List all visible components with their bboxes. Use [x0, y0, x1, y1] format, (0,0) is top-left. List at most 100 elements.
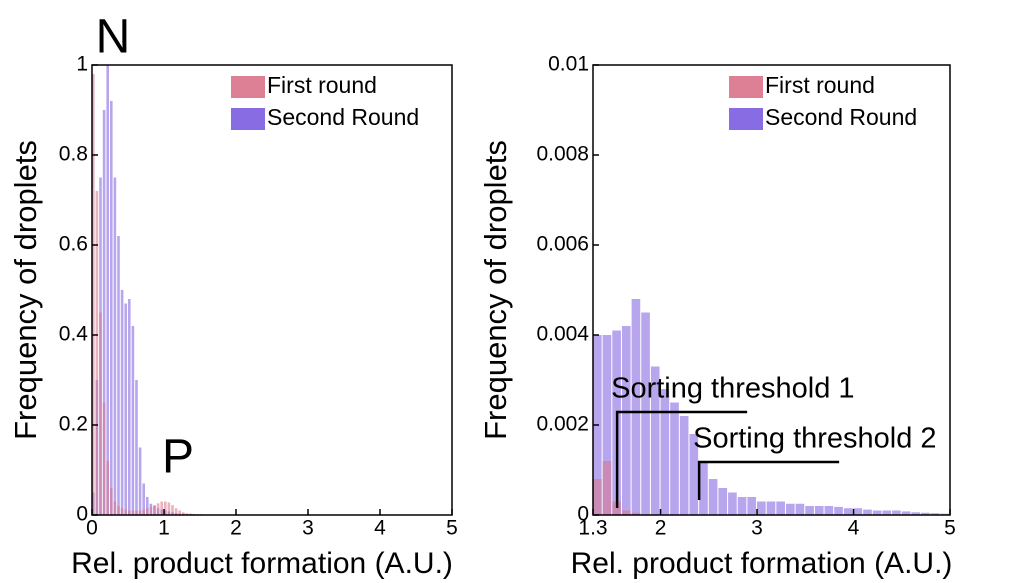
histogram-bar [631, 512, 641, 515]
histogram-bar [149, 506, 153, 515]
threshold-marker [615, 410, 748, 508]
histogram-bar [138, 510, 142, 515]
y-tick-label: 0.2 [59, 413, 88, 436]
histogram-bar [131, 510, 135, 515]
histogram-bar [135, 380, 138, 515]
threshold-label: Sorting threshold 1 [611, 373, 854, 405]
y-tick-label: 0.002 [536, 413, 589, 436]
legend-swatch [729, 76, 763, 98]
histogram-bar [102, 402, 106, 515]
histogram-bar [124, 303, 127, 515]
histogram-bar [113, 177, 117, 515]
histogram-bar [106, 461, 109, 515]
histogram-bar [747, 497, 757, 515]
histogram-bar [164, 501, 167, 515]
histogram-bar [621, 510, 631, 515]
histogram-bar [167, 502, 171, 515]
histogram-bar [602, 335, 612, 515]
histogram-bar [602, 461, 612, 515]
histogram-bar [631, 299, 641, 515]
histogram-bar [106, 65, 109, 515]
histogram-bar [814, 506, 824, 515]
histogram-bar [785, 503, 795, 515]
histogram-bar [621, 326, 631, 515]
histogram-bar [153, 505, 156, 515]
x-tick-label: 1.3 [578, 517, 607, 540]
x-axis-label: Rel. product formation (A.U.) [71, 547, 453, 580]
y-tick-label: 0 [76, 503, 88, 526]
y-tick-label: 0.004 [536, 323, 589, 346]
histogram-bar [124, 509, 127, 515]
x-axis-label: Rel. product formation (A.U.) [571, 547, 953, 580]
x-tick-label: 2 [655, 517, 667, 540]
histogram-bar [142, 483, 145, 515]
x-tick-label: 5 [446, 517, 458, 540]
histogram-bar [660, 389, 670, 515]
histogram-bar [766, 501, 776, 515]
histogram-bar [718, 488, 728, 515]
histogram-bar [99, 312, 102, 515]
histogram-bar [843, 508, 853, 515]
legend-label: Second Round [765, 104, 917, 130]
legend-label: Second Round [267, 104, 419, 130]
histogram-bar [138, 447, 142, 515]
y-tick-label: 0.01 [548, 53, 589, 76]
histogram-bar [776, 501, 785, 515]
histogram-bar [795, 503, 805, 515]
histogram-bar [128, 299, 131, 515]
histogram-bar [699, 461, 708, 515]
histogram-bar [834, 506, 843, 515]
histogram-bar [110, 101, 113, 515]
histogram-bar [95, 191, 99, 515]
histogram-bar [128, 510, 131, 515]
histogram-bar [131, 326, 135, 515]
histogram-bar [160, 501, 163, 515]
histogram-bar [737, 497, 747, 515]
plot-frame [592, 64, 951, 516]
histogram-bar [117, 236, 120, 515]
histogram-bar [156, 503, 160, 515]
histogram-bar [911, 512, 921, 515]
histogram-bar [689, 434, 699, 515]
y-tick-label: 0.008 [536, 143, 589, 166]
histogram-bar [892, 510, 901, 515]
histogram-bar [593, 479, 602, 515]
histogram-bar [146, 497, 149, 515]
histogram-bar [641, 312, 650, 515]
x-tick-label: 2 [230, 517, 242, 540]
annotation: N [96, 11, 131, 64]
histogram-bar [102, 110, 106, 515]
histogram-bar [185, 513, 189, 515]
histogram-bar [110, 488, 113, 515]
histogram-bar [863, 509, 872, 515]
y-tick-label: 0.6 [59, 233, 88, 256]
histogram-bar [612, 501, 621, 515]
legend-label: First round [765, 72, 875, 98]
histogram-bar [120, 508, 124, 515]
y-tick-label: 0.4 [59, 323, 89, 346]
annotation: P [162, 431, 194, 484]
histogram-bar [117, 506, 120, 515]
histogram-bar [679, 416, 689, 515]
histogram-bar [113, 501, 117, 515]
histogram-bar [146, 508, 149, 515]
histogram-bar [92, 74, 95, 515]
histogram-bar [853, 508, 863, 515]
legend-label: First round [267, 72, 377, 98]
histogram-bar [882, 510, 892, 515]
histogram-bar [872, 510, 882, 515]
histogram-bar [728, 492, 737, 515]
histogram-bar [650, 366, 660, 515]
histogram-bar [708, 479, 718, 515]
x-tick-label: 3 [751, 517, 763, 540]
y-axis-label: Frequency of droplets [478, 140, 513, 440]
histogram-bar [901, 511, 911, 515]
histogram-bar [135, 510, 138, 515]
histogram-bar [805, 506, 814, 515]
y-tick-label: 0.8 [59, 143, 88, 166]
histogram-bar [174, 508, 178, 515]
x-tick-label: 5 [944, 517, 956, 540]
histogram-bar [930, 513, 940, 515]
histogram-bar [171, 505, 174, 515]
